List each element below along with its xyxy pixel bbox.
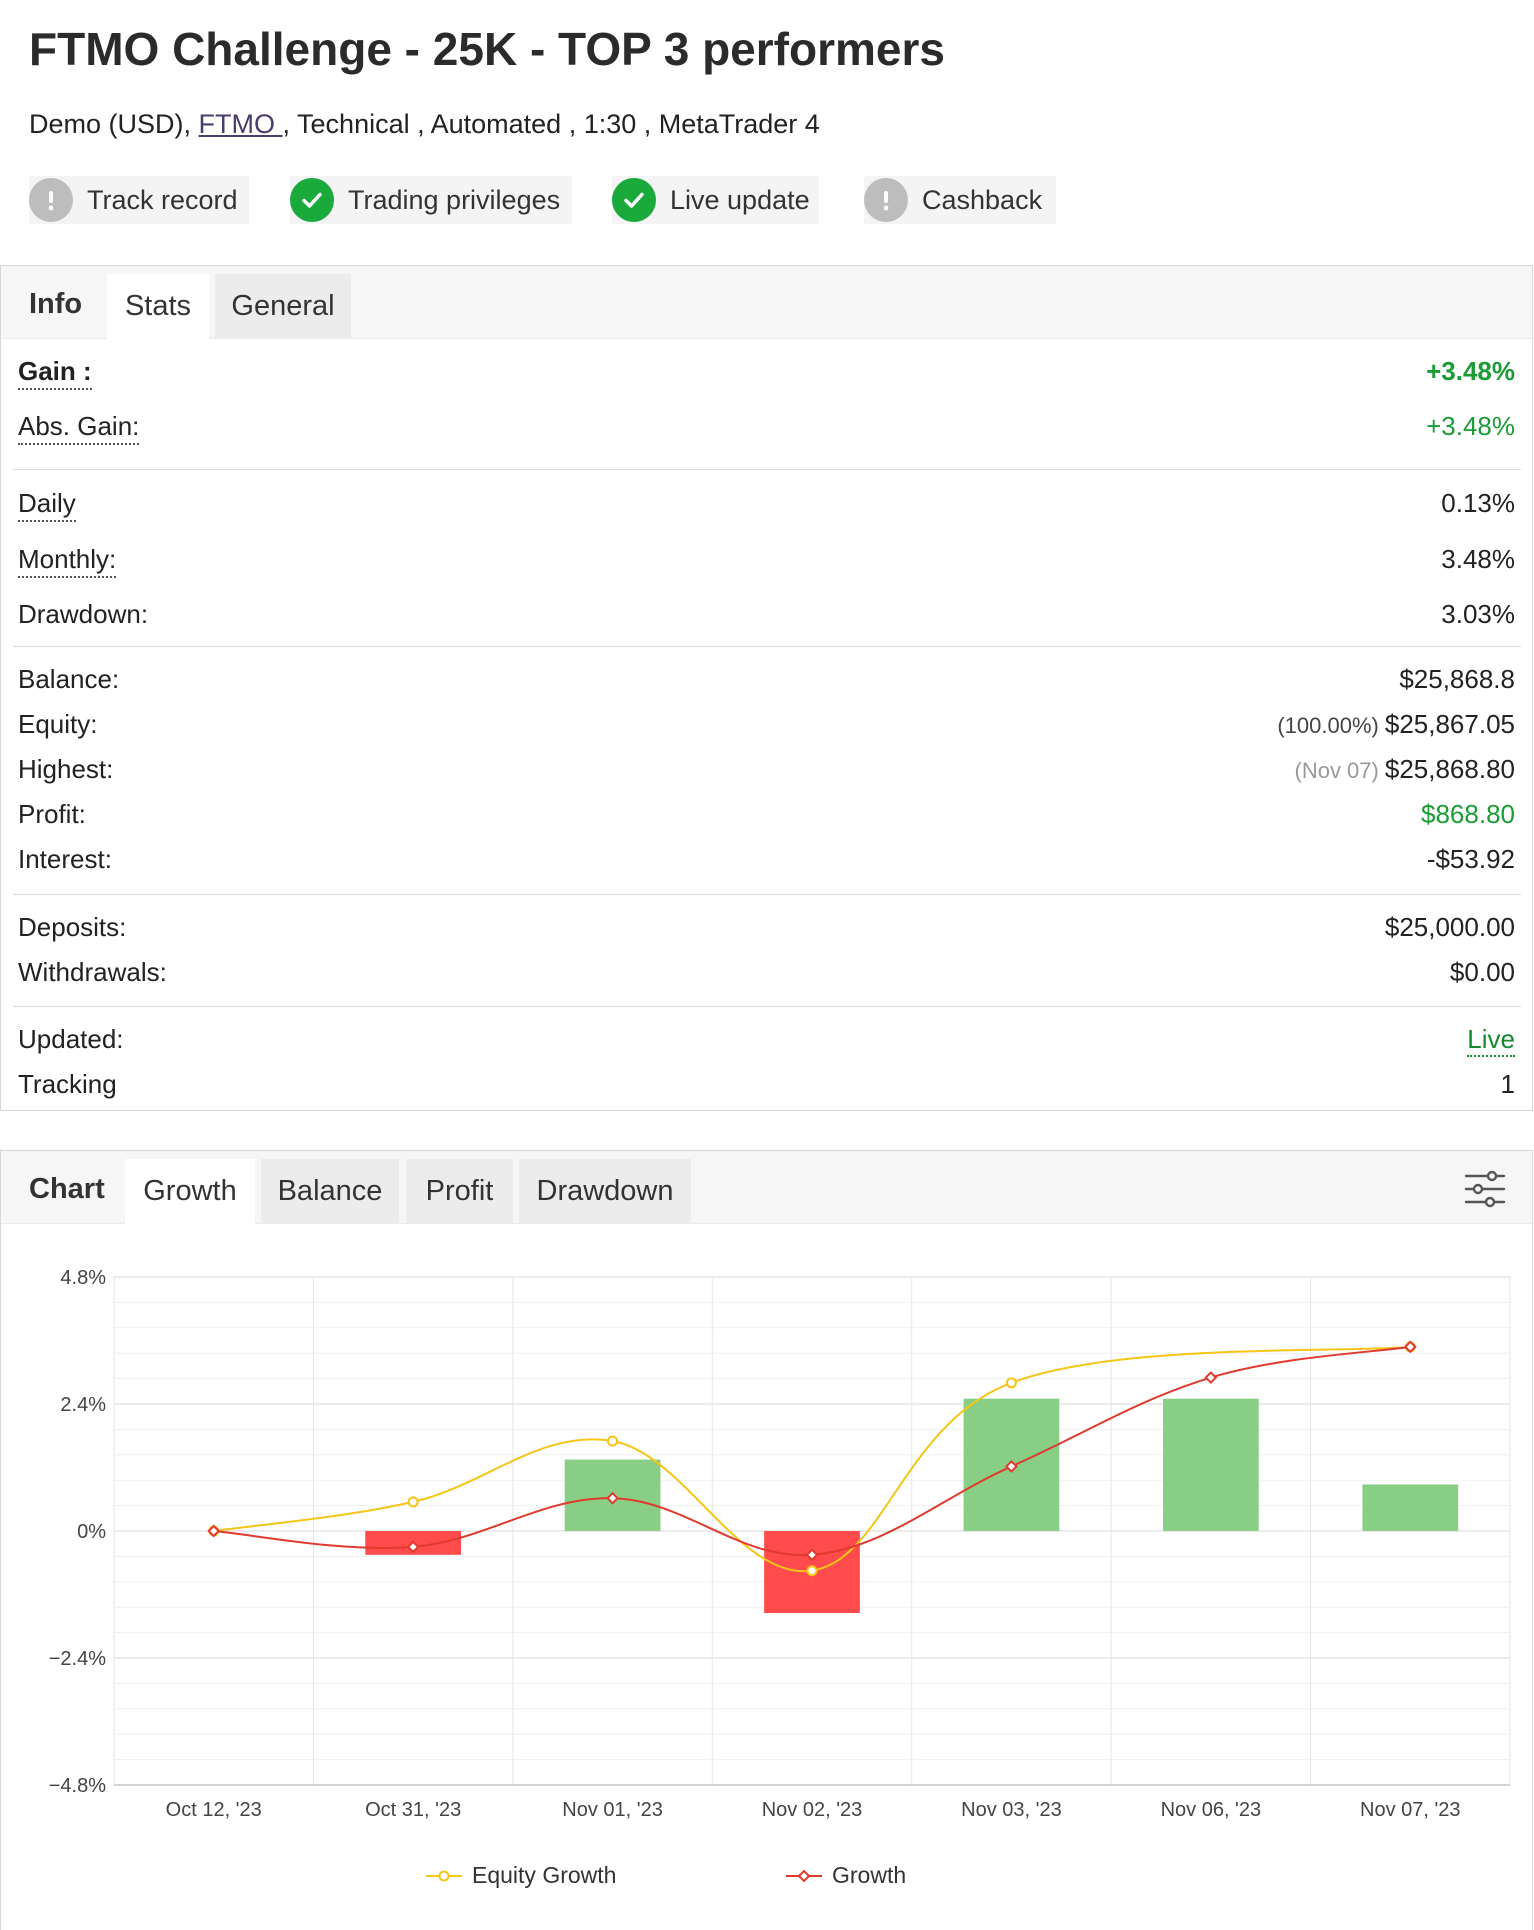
stat-label: Balance: <box>18 664 120 694</box>
badge-live-update[interactable]: Live update <box>612 176 819 224</box>
stat-value: +3.48% <box>1426 411 1515 441</box>
badge-label: Live update <box>670 184 810 215</box>
chart-heading: Chart <box>29 1173 105 1205</box>
account-type: Demo (USD), <box>29 109 192 139</box>
stat-deposits: Deposits: $25,000.00 <box>18 912 1515 952</box>
legend-growth[interactable]: Growth <box>784 1862 906 1889</box>
highest-date: (Nov 07) <box>1294 758 1379 783</box>
legend-label: Equity Growth <box>472 1862 617 1888</box>
stat-label: Tracking <box>18 1069 117 1099</box>
tab-general[interactable]: General <box>215 274 351 339</box>
tab-profit[interactable]: Profit <box>406 1159 513 1224</box>
stat-withdrawals: Withdrawals: $0.00 <box>18 957 1515 997</box>
stat-label: Drawdown: <box>18 599 149 629</box>
stat-value: $25,867.05 <box>1384 709 1515 739</box>
stat-value: $0.00 <box>1449 957 1515 987</box>
stat-balance: Balance: $25,868.8 <box>18 664 1515 704</box>
stat-equity: Equity: (100.00%) $25,867.05 <box>18 709 1515 749</box>
divider <box>13 1006 1521 1007</box>
stat-value: 1 <box>1500 1069 1515 1099</box>
info-panel: Info Stats General Gain : +3.48% Abs. Ga… <box>0 265 1533 1111</box>
badge-trading-privileges[interactable]: Trading privileges <box>290 176 572 224</box>
chart-tabbar: Chart Growth Balance Profit Drawdown <box>1 1151 1532 1224</box>
stat-tracking: Tracking 1 <box>18 1069 1515 1109</box>
stat-abs-gain: Abs. Gain: +3.48% <box>18 411 1515 451</box>
stat-value: $868.80 <box>1421 799 1515 829</box>
stat-label: Profit: <box>18 799 86 829</box>
exclamation-icon <box>29 178 73 222</box>
info-tabbar: Info Stats General <box>1 266 1532 339</box>
sliders-icon[interactable] <box>1464 1169 1506 1209</box>
stat-label: Withdrawals: <box>18 957 167 987</box>
chart-panel: Chart Growth Balance Profit Drawdown <box>0 1150 1533 1930</box>
check-icon <box>290 178 334 222</box>
stat-drawdown: Drawdown: 3.03% <box>18 599 1515 639</box>
stat-value: $25,868.80 <box>1384 754 1515 784</box>
badge-cashback[interactable]: Cashback <box>864 176 1056 224</box>
stat-monthly: Monthly: 3.48% <box>18 544 1515 584</box>
stat-label[interactable]: Daily <box>18 488 76 522</box>
stat-profit: Profit: $868.80 <box>18 799 1515 839</box>
badge-label: Track record <box>87 184 238 215</box>
equity-percent: (100.00%) <box>1277 713 1379 738</box>
account-details: , Technical , Automated , 1:30 , MetaTra… <box>282 109 820 139</box>
stat-label[interactable]: Abs. Gain: <box>18 411 140 445</box>
legend-equity-growth[interactable]: Equity Growth <box>424 1862 616 1889</box>
divider <box>13 646 1521 647</box>
stat-label[interactable]: Gain : <box>18 356 92 390</box>
stat-value: 3.48% <box>1441 544 1515 574</box>
account-meta: Demo (USD), FTMO , Technical , Automated… <box>29 109 820 140</box>
stat-value: $25,868.8 <box>1399 664 1515 694</box>
divider <box>13 894 1521 895</box>
stat-label[interactable]: Monthly: <box>18 544 117 578</box>
page-title: FTMO Challenge - 25K - TOP 3 performers <box>29 23 945 75</box>
badge-label: Trading privileges <box>348 184 561 215</box>
stat-value: -$53.92 <box>1426 844 1515 874</box>
badge-track-record[interactable]: Track record <box>29 176 249 224</box>
stat-value: 0.13% <box>1441 488 1515 518</box>
stat-label: Equity: <box>18 709 98 739</box>
legend-label: Growth <box>832 1862 907 1888</box>
info-heading: Info <box>29 288 83 320</box>
tab-balance[interactable]: Balance <box>261 1159 399 1224</box>
tab-stats[interactable]: Stats <box>107 274 209 339</box>
stat-label: Highest: <box>18 754 114 784</box>
stat-label: Interest: <box>18 844 112 874</box>
stat-gain: Gain : +3.48% <box>18 356 1515 396</box>
legend-equity-swatch <box>426 1870 462 1881</box>
exclamation-icon <box>864 178 908 222</box>
stat-value: +3.48% <box>1426 356 1515 386</box>
divider <box>13 469 1521 470</box>
stat-label: Updated: <box>18 1024 124 1054</box>
tab-drawdown[interactable]: Drawdown <box>519 1159 691 1224</box>
check-icon <box>612 178 656 222</box>
stat-value-group: (100.00%) $25,867.05 <box>1277 709 1515 740</box>
stat-value-group: (Nov 07) $25,868.80 <box>1295 754 1516 785</box>
live-link[interactable]: Live <box>1467 1024 1515 1057</box>
broker-link[interactable]: FTMO <box>198 109 283 139</box>
badge-label: Cashback <box>922 184 1043 215</box>
stat-updated: Updated: Live <box>18 1024 1515 1064</box>
stat-label: Deposits: <box>18 912 127 942</box>
stat-value: $25,000.00 <box>1384 912 1515 942</box>
stat-value: 3.03% <box>1441 599 1515 629</box>
tab-growth[interactable]: Growth <box>125 1159 255 1224</box>
stat-daily: Daily 0.13% <box>18 488 1515 528</box>
stat-highest: Highest: (Nov 07) $25,868.80 <box>18 754 1515 794</box>
legend-growth-swatch <box>786 1869 822 1882</box>
stat-interest: Interest: -$53.92 <box>18 844 1515 884</box>
